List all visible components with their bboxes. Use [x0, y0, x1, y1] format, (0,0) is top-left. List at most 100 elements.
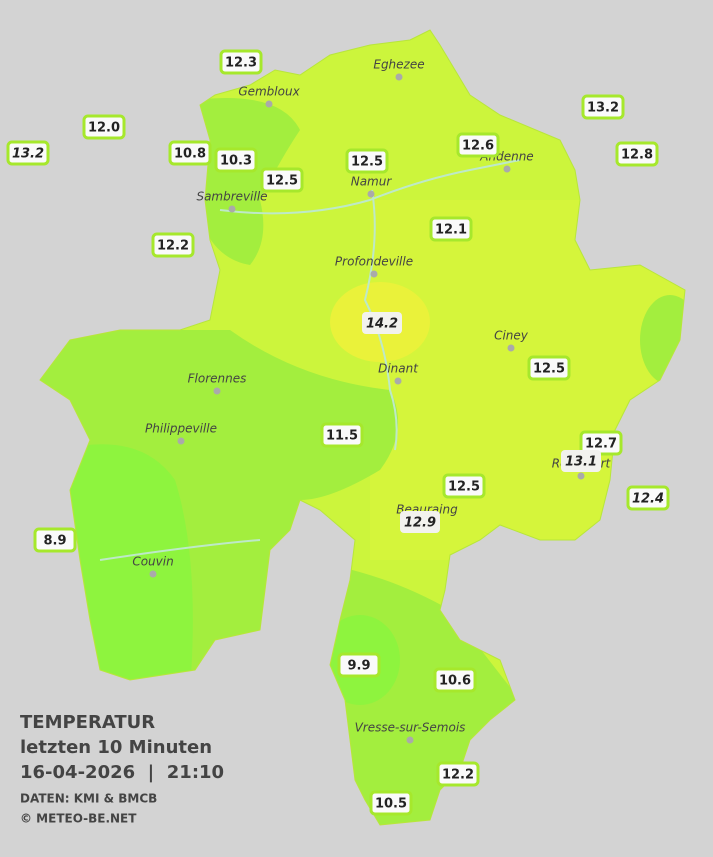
station-value: 13.1 — [565, 455, 597, 470]
station-box — [527, 355, 571, 381]
station: 8.9 — [33, 527, 77, 553]
station: 12.2 — [151, 232, 195, 258]
station-box — [433, 667, 477, 693]
legend-title: TEMPERATUR — [20, 712, 155, 733]
station: 12.6 — [456, 132, 500, 158]
station-box — [456, 132, 500, 158]
station-value: 12.8 — [621, 148, 653, 163]
station-box — [260, 167, 304, 193]
station-box — [320, 422, 364, 448]
city-dot — [228, 205, 236, 213]
station-value: 10.8 — [174, 147, 206, 162]
city-label: Florennes — [188, 372, 247, 386]
station-box — [626, 485, 670, 511]
station: 13.2 — [581, 94, 625, 120]
city-dot — [367, 190, 375, 198]
station-box — [214, 147, 258, 173]
city-dot — [507, 344, 515, 352]
city-label: Namur — [351, 175, 393, 189]
station-box — [400, 511, 440, 533]
station-box — [168, 140, 212, 166]
station-box — [369, 790, 413, 816]
city-dot — [149, 570, 157, 578]
station-value: 14.2 — [366, 317, 398, 332]
station-value: 10.5 — [375, 797, 407, 812]
station: 12.4 — [626, 485, 670, 511]
station: 9.9 — [337, 652, 381, 678]
city-dot — [213, 387, 221, 395]
city-label: Dinant — [378, 362, 419, 376]
city-label: Philippeville — [145, 422, 217, 436]
legend-source: DATEN: KMI & BMCB — [20, 792, 157, 806]
station-value: 10.3 — [220, 154, 252, 169]
cities: EghezeeGemblouxAndenneNamurSambrevillePr… — [132, 58, 612, 744]
legend-copyright: © METEO-BE.NET — [20, 812, 137, 826]
city-label: Couvin — [132, 555, 173, 569]
station-box — [561, 450, 601, 472]
station-value: 12.3 — [225, 56, 257, 71]
city-label: Profondeville — [335, 255, 413, 269]
station-value: 12.9 — [404, 516, 436, 531]
station-box — [429, 216, 473, 242]
station-value: 12.5 — [351, 155, 383, 170]
station: 12.8 — [615, 141, 659, 167]
station: 12.5 — [345, 148, 389, 174]
city-dot — [503, 165, 511, 173]
legend: TEMPERATUR letzten 10 Minuten 16-04-2026… — [20, 712, 224, 826]
station: 10.6 — [433, 667, 477, 693]
station: 10.3 — [214, 147, 258, 173]
stations: 12.3 12.0 13.2 10.8 10.3 12.5 12.5 12.6 13.2 12.8… — [6, 49, 670, 816]
station: 12.2 — [436, 761, 480, 787]
city-label: Sambreville — [196, 190, 267, 204]
station: 13.2 — [6, 140, 50, 166]
station-box — [6, 140, 50, 166]
station-box — [436, 761, 480, 787]
station-box — [151, 232, 195, 258]
station-value: 12.5 — [266, 174, 298, 189]
station: 10.5 — [369, 790, 413, 816]
station-value: 9.9 — [347, 659, 370, 674]
station-value: 12.4 — [632, 492, 664, 507]
city-dot — [577, 472, 585, 480]
station: 12.5 — [260, 167, 304, 193]
station: 12.1 — [429, 216, 473, 242]
city-dot — [394, 377, 402, 385]
station-value: 12.5 — [533, 362, 565, 377]
legend-subtitle: letzten 10 Minuten — [20, 737, 212, 758]
station-value: 12.2 — [442, 768, 474, 783]
station: 12.9 — [400, 511, 440, 533]
station-value: 8.9 — [43, 534, 66, 549]
station-value: 13.2 — [12, 147, 44, 162]
station: 12.3 — [219, 49, 263, 75]
station-box — [345, 148, 389, 174]
station: 12.5 — [527, 355, 571, 381]
station: 12.5 — [442, 473, 486, 499]
city-dot — [370, 270, 378, 278]
city-label: Vresse-sur-Semois — [355, 721, 466, 735]
station: 10.8 — [168, 140, 212, 166]
city-dot — [395, 73, 403, 81]
station-box — [615, 141, 659, 167]
city-dot — [406, 736, 414, 744]
legend-timestamp: 16-04-2026 | 21:10 — [20, 762, 224, 783]
station-value: 12.6 — [462, 139, 494, 154]
station-value: 12.5 — [448, 480, 480, 495]
station-value: 12.7 — [585, 437, 617, 452]
station-box — [362, 312, 402, 334]
station-box — [581, 94, 625, 120]
station-value: 11.5 — [326, 429, 358, 444]
city-label: Ciney — [494, 329, 529, 343]
station-value: 12.1 — [435, 223, 467, 238]
station-box — [33, 527, 77, 553]
station-box — [337, 652, 381, 678]
city-label: Gembloux — [238, 85, 300, 99]
station-box — [82, 114, 126, 140]
station: 11.5 — [320, 422, 364, 448]
station-box — [219, 49, 263, 75]
station: 14.2 — [362, 312, 402, 334]
station: 13.1 — [561, 450, 601, 472]
station: 12.0 — [82, 114, 126, 140]
station-value: 12.0 — [88, 121, 120, 136]
